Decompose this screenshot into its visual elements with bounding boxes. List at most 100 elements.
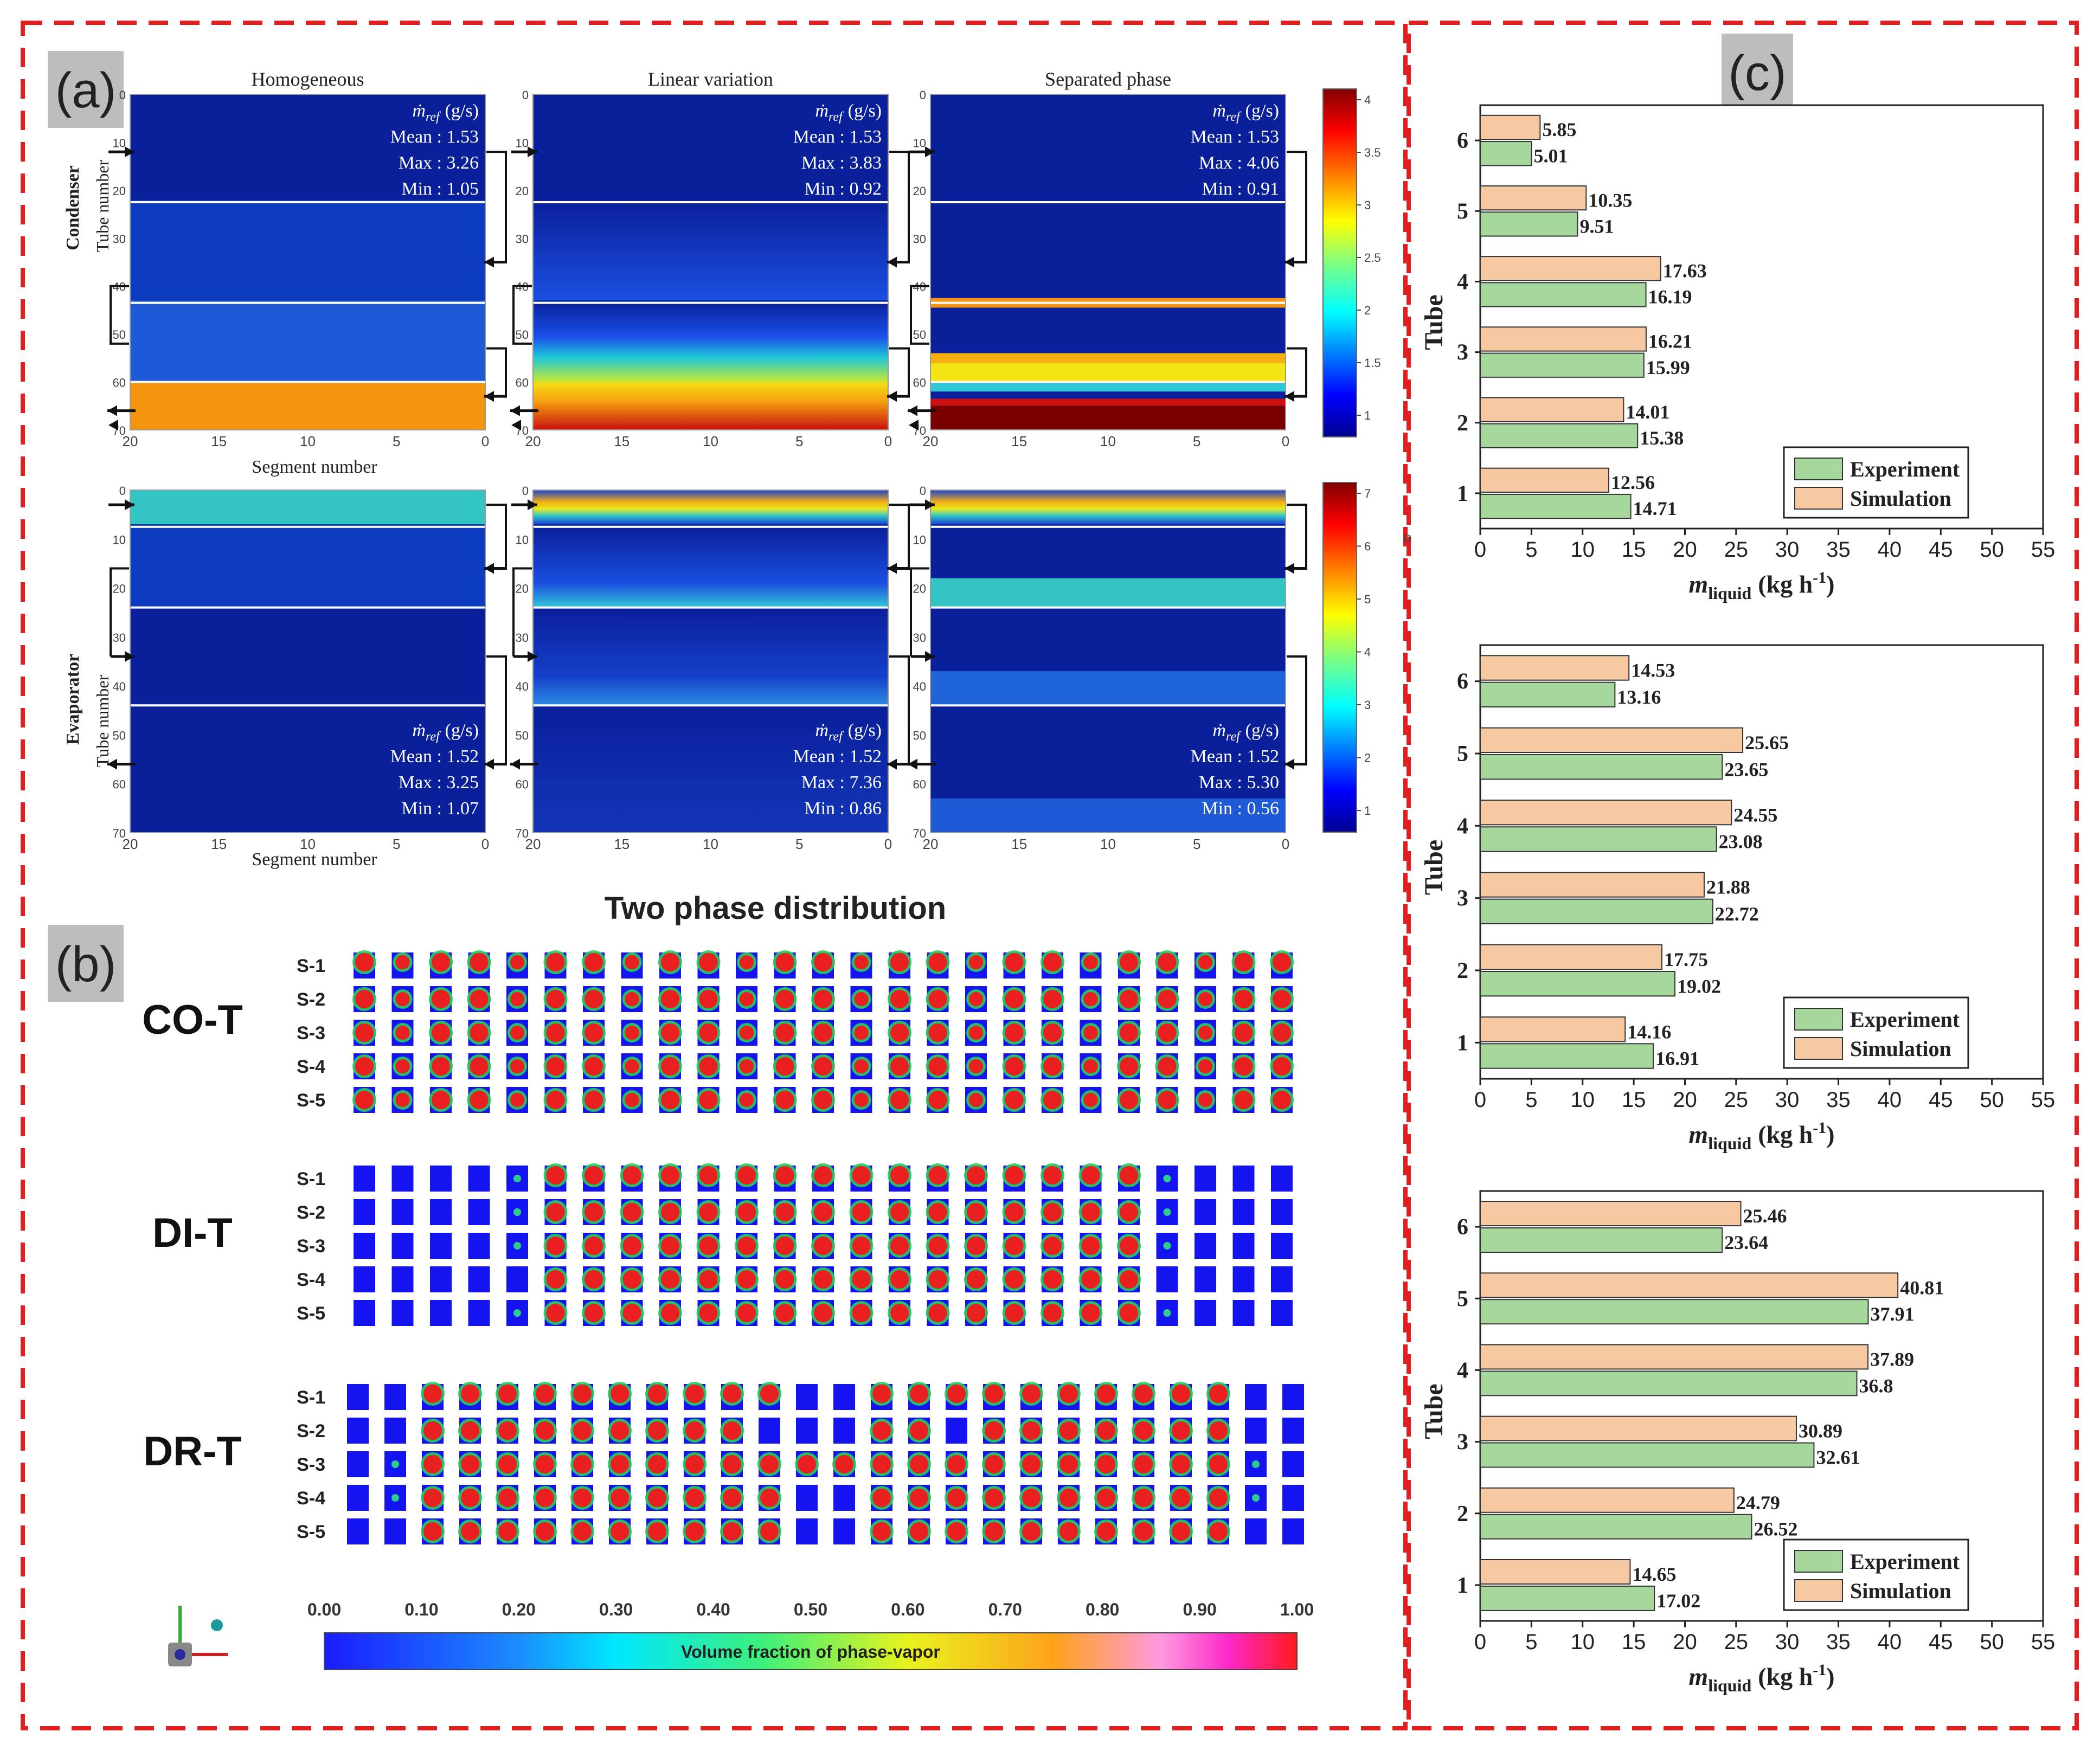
experiment-value-label: 22.72 [1715, 903, 1759, 925]
vapor-bubble [573, 1489, 592, 1507]
distribution-group-dr-t: DR-T S-1 S-2 S-3 S-4 S-5 [143, 1382, 1304, 1544]
vapor-bubble [585, 1237, 603, 1255]
vapor-fraction-colorbar: 0.00 0.10 0.20 0.30 0.40 0.50 0.60 0.70 0.80 0.90… [307, 1600, 1314, 1670]
mass-flow-unit: (g/s) [1245, 101, 1279, 121]
category-label: 1 [1457, 481, 1468, 506]
vapor-bubble [1134, 1522, 1153, 1541]
vapor-bubble [1005, 1023, 1024, 1042]
vapor-trace [513, 1242, 521, 1250]
flow-arrow-head [1285, 758, 1294, 770]
experiment-bar [1480, 681, 1616, 707]
axis-triad-icon [168, 1606, 228, 1666]
legend-simulation-label: Simulation [1850, 1579, 1951, 1603]
x-tick-label: 15 [614, 836, 630, 852]
vapor-bubble [432, 953, 450, 971]
simulation-value-label: 17.63 [1663, 260, 1707, 281]
mass-flow-subscript: ref [829, 110, 844, 124]
vapor-bubble [1234, 990, 1253, 1008]
vapor-bubble [740, 1093, 754, 1107]
colorbar-tick-label: 2 [1364, 304, 1371, 317]
colorbar-tick-label: 0.70 [988, 1600, 1022, 1619]
mass-flow-unit: (g/s) [1245, 720, 1279, 741]
vapor-bubble [910, 1522, 928, 1541]
panel-c-label-box [1722, 34, 1793, 110]
vapor-bubble [798, 1455, 816, 1473]
vapor-bubble [1081, 1166, 1100, 1184]
flow-arrow-head [925, 651, 935, 662]
vapor-bubble [872, 1421, 891, 1440]
vapor-bubble [699, 1304, 718, 1322]
x-tick-label: 10 [300, 433, 316, 449]
flow-arrow-head [1285, 256, 1294, 268]
panel-a-heatmaps: Homogeneous Linear variation Separated pha… [63, 68, 1381, 870]
cell [354, 1300, 375, 1326]
vapor-bubble [967, 1203, 985, 1221]
x-tick-label: 5 [1525, 1088, 1537, 1112]
vapor-bubble [1097, 1522, 1115, 1541]
vapor-bubble [947, 1455, 966, 1473]
x-tick-label: 5 [1525, 538, 1537, 562]
map-frame [532, 490, 889, 833]
simulation-value-label: 12.56 [1611, 472, 1655, 493]
experiment-bar [1480, 754, 1723, 780]
vapor-bubble [1158, 990, 1177, 1008]
simulation-value-label: 30.89 [1799, 1420, 1842, 1442]
vapor-bubble [723, 1385, 741, 1403]
mass-flow-title: ṁref (g/s) [1212, 101, 1279, 124]
vapor-bubble [1120, 1270, 1138, 1289]
mass-flow-title: ṁref (g/s) [815, 101, 882, 124]
vapor-bubble [1059, 1385, 1078, 1403]
x-tick-label: 45 [1929, 1630, 1953, 1654]
vapor-bubble [910, 1385, 928, 1403]
x-tick-label: 10 [703, 433, 718, 449]
experiment-value-label: 9.51 [1579, 216, 1614, 237]
vapor-bubble [432, 1023, 450, 1042]
x-tick-label: 10 [703, 836, 718, 852]
flow-path [1287, 151, 1307, 262]
vapor-bubble [1083, 992, 1098, 1006]
x-tick-label: 15 [211, 433, 227, 449]
vapor-bubble [1120, 1304, 1138, 1322]
vapor-bubble [1234, 953, 1253, 971]
vapor-bubble [852, 1304, 871, 1322]
vapor-bubble [775, 1166, 794, 1184]
vapor-bubble [470, 953, 489, 971]
vapor-bubble [699, 1166, 718, 1184]
max-value: Max : 4.06 [1199, 153, 1279, 173]
vapor-bubble [775, 1237, 794, 1255]
x-tick-label: 20 [1673, 538, 1697, 562]
cell [1271, 1233, 1293, 1259]
y-tick-label: 10 [913, 136, 926, 150]
vapor-bubble [737, 1304, 756, 1322]
vapor-bubble [967, 1270, 985, 1289]
cell [430, 1199, 452, 1225]
cell [1232, 1166, 1255, 1192]
max-value: Max : 3.26 [399, 153, 479, 173]
legend-experiment-swatch [1794, 1550, 1843, 1573]
experiment-value-label: 19.02 [1677, 975, 1721, 997]
legend: Experiment Simulation [1783, 446, 1969, 519]
vapor-bubble [536, 1455, 554, 1473]
category-label: 1 [1457, 1031, 1468, 1055]
x-tick-label: 5 [1193, 433, 1200, 449]
vapor-bubble [890, 1270, 909, 1289]
vapor-bubble [723, 1489, 741, 1507]
vapor-bubble [699, 1023, 718, 1042]
flow-arrow-head [528, 651, 537, 662]
flow-arrow-head [125, 499, 134, 511]
vapor-bubble [585, 953, 603, 971]
y-tick-label: 0 [119, 484, 126, 498]
vapor-bubble [625, 1059, 639, 1073]
simulation-value-label: 17.75 [1664, 949, 1708, 970]
y-tick-label: 50 [913, 729, 926, 742]
flow-arrow-head [108, 420, 118, 431]
vapor-bubble [985, 1489, 1003, 1507]
column-title-2: Separated phase [1045, 68, 1171, 90]
flow-arrow-head [510, 758, 520, 770]
flow-arrow-head [107, 758, 117, 770]
mass-flow-symbol: ṁ [412, 101, 426, 121]
legend-simulation-swatch [1794, 487, 1843, 510]
x-tick-label: 0 [481, 433, 489, 449]
vapor-bubble [546, 1237, 565, 1255]
flow-path [910, 285, 929, 345]
